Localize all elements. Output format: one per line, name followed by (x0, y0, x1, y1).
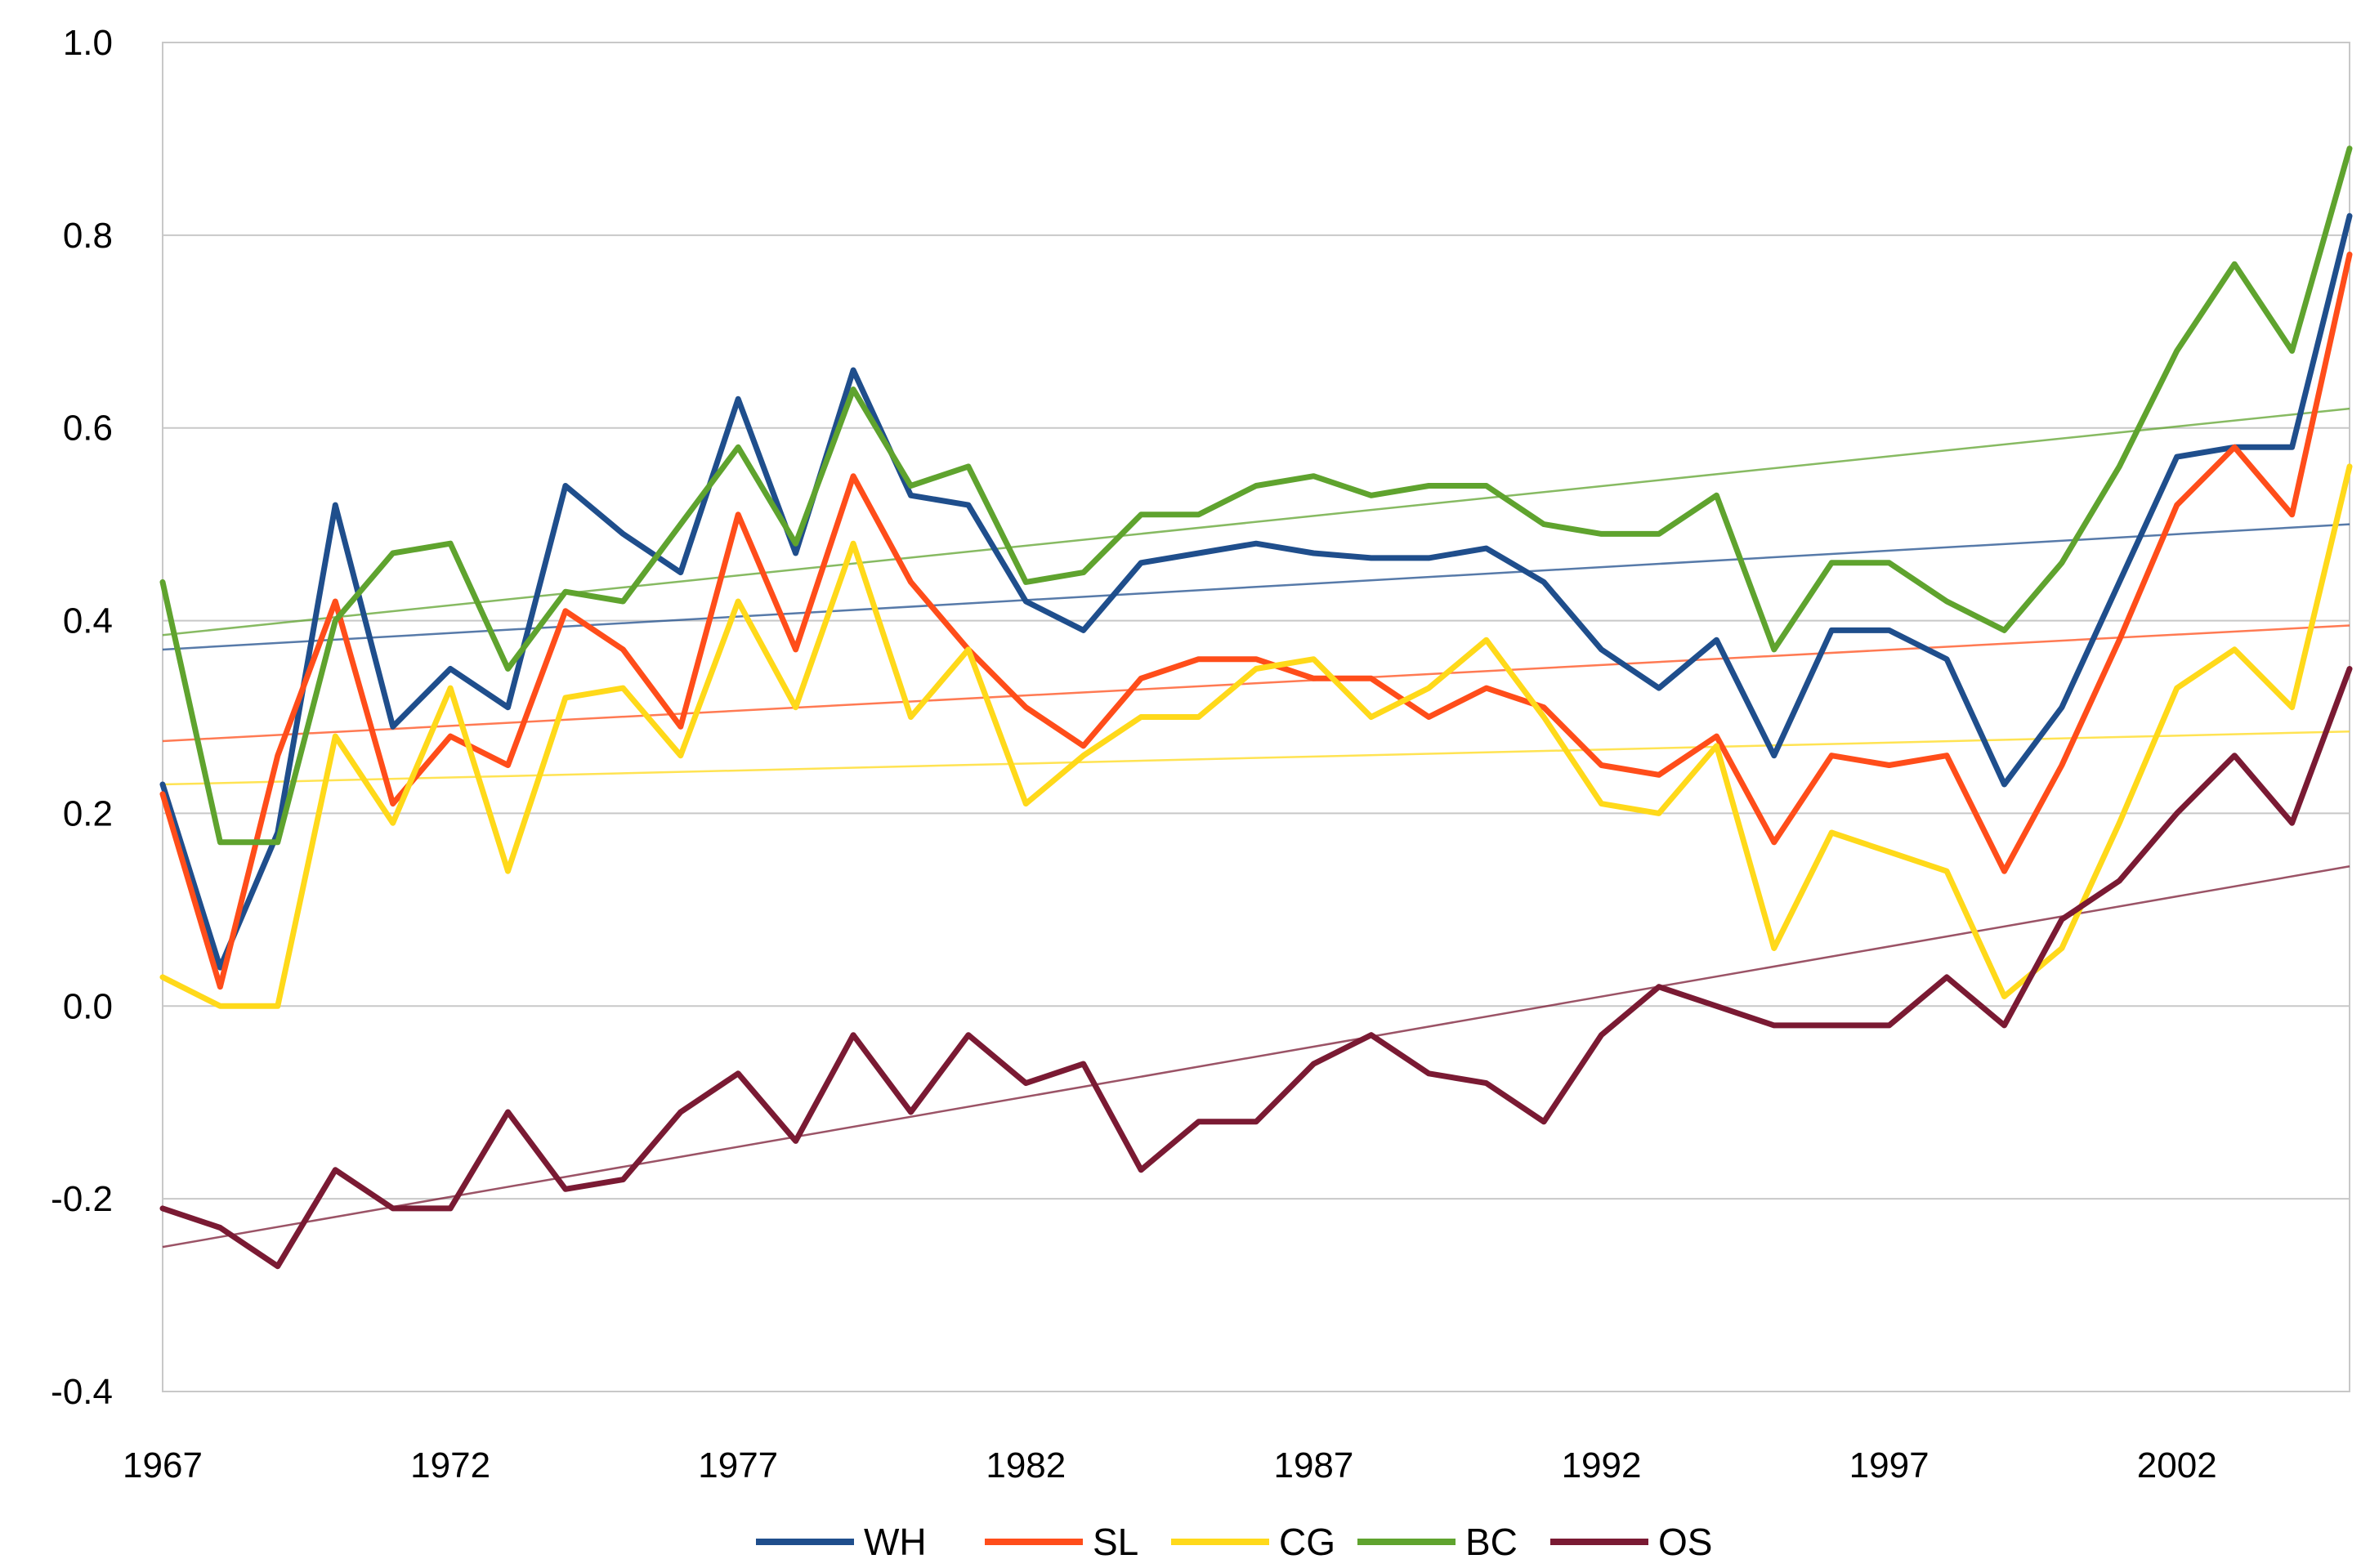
series-line-wh (159, 212, 2353, 971)
legend-label-os: OS (1658, 1521, 1712, 1563)
legend: WH SL CG BC OS (756, 1521, 1712, 1563)
trend-line-os (162, 865, 2350, 1249)
legend-label-wh: WH (864, 1521, 927, 1563)
x-tick-label: 1972 (410, 1445, 490, 1485)
legend-label-bc: BC (1465, 1521, 1518, 1563)
series-line-sl (159, 251, 2353, 990)
legend-entry-wh: WH (756, 1521, 927, 1563)
x-tick-label: 2002 (2137, 1445, 2217, 1485)
legend-label-sl: SL (1093, 1521, 1138, 1563)
x-axis-tick-labels: 1967 1972 1977 1982 1987 1992 1997 2002 (123, 1445, 2217, 1485)
trend-line-bc (162, 407, 2350, 637)
y-tick-label: 0.8 (63, 216, 113, 256)
y-axis-tick-labels: -0.4 -0.2 0.0 0.2 0.4 0.6 0.8 1.0 (51, 23, 113, 1412)
legend-entry-os: OS (1550, 1521, 1712, 1563)
x-tick-label: 1987 (1273, 1445, 1353, 1485)
y-tick-label: -0.2 (51, 1179, 113, 1219)
series-line-os (159, 666, 2353, 1270)
series-line-cg (159, 463, 2353, 1009)
series-line-bc (159, 145, 2353, 846)
legend-label-cg: CG (1279, 1521, 1335, 1563)
legend-entry-sl: SL (985, 1521, 1138, 1563)
trend-line-sl (162, 624, 2350, 743)
x-tick-label: 1967 (123, 1445, 203, 1485)
y-tick-label: 1.0 (63, 23, 113, 63)
y-tick-label: 0.4 (63, 601, 113, 641)
data-series (159, 145, 2353, 1270)
x-tick-label: 1977 (698, 1445, 778, 1485)
x-tick-label: 1997 (1849, 1445, 1930, 1485)
x-tick-label: 1982 (986, 1445, 1066, 1485)
plot-area-border (162, 42, 2350, 1392)
y-tick-label: 0.2 (63, 793, 113, 833)
y-tick-label: 0.6 (63, 409, 113, 449)
legend-entry-bc: BC (1357, 1521, 1518, 1563)
gridlines (163, 42, 2350, 1200)
y-tick-label: -0.4 (51, 1372, 113, 1412)
legend-entry-cg: CG (1171, 1521, 1335, 1563)
x-tick-label: 1992 (1562, 1445, 1642, 1485)
y-tick-label: 0.0 (63, 986, 113, 1026)
